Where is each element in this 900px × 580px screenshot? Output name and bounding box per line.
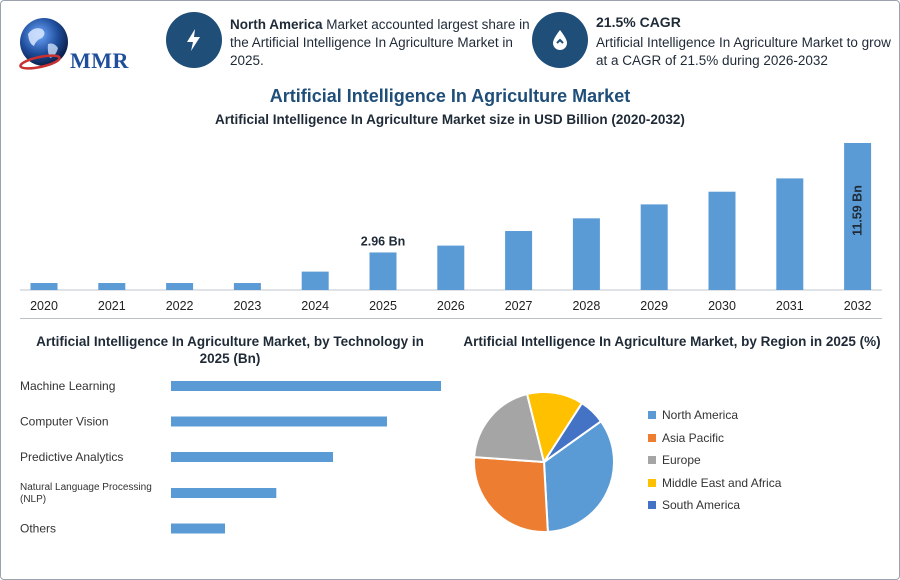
x-tick-label: 2023: [233, 299, 261, 313]
bar-2027: [505, 231, 533, 290]
growth-drop-icon: [553, 30, 567, 50]
legend-label: South America: [662, 498, 741, 513]
globe-icon: [19, 18, 68, 70]
stat-1-bold: North America: [230, 17, 323, 32]
tech-bar: [171, 488, 277, 498]
legend-swatch: [648, 501, 656, 510]
lightning-icon: [187, 29, 200, 51]
legend-label: North America: [662, 408, 739, 423]
technology-chart-title: Artificial Intelligence In Agriculture M…: [36, 334, 424, 366]
x-tick-label: 2029: [640, 299, 668, 313]
data-label-2025: 2.96 Bn: [361, 234, 405, 248]
x-tick-label: 2021: [98, 299, 126, 313]
bar-2021: [98, 283, 126, 290]
x-tick-label: 2026: [437, 299, 465, 313]
legend-label: Asia Pacific: [662, 430, 725, 445]
x-tick-label: 2032: [844, 299, 872, 313]
bar-2032: [844, 143, 872, 290]
tech-bar: [171, 416, 387, 427]
bar-2028: [572, 218, 600, 290]
pie-slice-south-america: [543, 401, 603, 463]
x-tick-label: 2027: [505, 299, 533, 313]
legend-swatch: [648, 456, 656, 465]
pie-legend: North America Asia Pacific Europe Middle Ea…: [648, 404, 781, 517]
tech-bar: [171, 381, 441, 391]
x-tick-label: 2031: [776, 299, 804, 313]
tech-label: Predictive Analytics: [20, 450, 123, 464]
bar-2031: [776, 178, 804, 290]
x-tick-label: 2030: [708, 299, 736, 313]
x-tick-label: 2024: [301, 299, 329, 313]
tech-label: Others: [20, 522, 56, 536]
bar-2023: [233, 283, 261, 290]
legend-label: Europe: [662, 453, 701, 468]
legend-swatch: [648, 478, 656, 487]
bar-2029: [640, 204, 668, 290]
bar-2025: [369, 252, 397, 290]
section-divider: [20, 318, 882, 319]
legend-item: South America: [648, 494, 781, 517]
main-title: Artificial Intelligence In Agriculture M…: [269, 86, 631, 106]
stat-1-body: Market accounted largest share in the Ar…: [230, 17, 530, 68]
legend-item: Asia Pacific: [648, 427, 781, 450]
stat-icon-circle-2: [532, 12, 588, 68]
cagr-headline: 21.5% CAGR: [596, 14, 681, 30]
bar-2030: [708, 191, 736, 290]
bar-2022: [166, 283, 194, 290]
data-label-2032: 11.59 Bn: [851, 185, 865, 236]
tech-label: Machine Learning: [20, 379, 115, 393]
x-tick-label: 2022: [166, 299, 194, 313]
region-pie-chart: [473, 391, 615, 533]
bar-2026: [437, 245, 465, 290]
tech-bar: [171, 523, 225, 534]
pie-slice-europe: [473, 392, 546, 464]
market-size-bar-chart: 2020 2021 2022 2023 2024 2025 2026 2027 2028 2029…: [20, 143, 882, 313]
mmr-logo: MMR: [14, 14, 144, 76]
x-tick-label: 2020: [30, 299, 58, 313]
logo-text: MMR: [70, 48, 129, 73]
legend-item: Europe: [648, 449, 781, 472]
pie-slice-middle-east-and-africa: [525, 391, 584, 465]
stat-icon-circle-1: [166, 12, 222, 68]
region-chart-title: Artificial Intelligence In Agriculture M…: [463, 334, 881, 349]
technology-bar-chart: Machine Learning Computer Vision Predictiv…: [20, 379, 441, 536]
tech-label: (NLP): [20, 494, 46, 505]
tech-bar: [171, 452, 333, 462]
x-tick-label: 2025: [369, 299, 397, 313]
bar-2024: [301, 271, 329, 290]
legend-swatch: [648, 411, 656, 420]
legend-swatch: [648, 433, 656, 442]
pie-slice-asia-pacific: [473, 456, 549, 533]
tech-label: Natural Language Processing: [20, 482, 152, 493]
tech-label: Computer Vision: [20, 415, 109, 429]
stat-1-text: North America Market accounted largest s…: [230, 16, 530, 70]
legend-label: Middle East and Africa: [662, 475, 782, 490]
bar-2020: [30, 283, 58, 290]
x-tick-label: 2028: [572, 299, 600, 313]
pie-slice-north-america: [542, 419, 615, 533]
bar-chart-title: Artificial Intelligence In Agriculture M…: [215, 112, 685, 127]
legend-item: North America: [648, 404, 781, 427]
legend-item: Middle East and Africa: [648, 472, 781, 495]
cagr-text: Artificial Intelligence In Agriculture M…: [596, 35, 891, 68]
